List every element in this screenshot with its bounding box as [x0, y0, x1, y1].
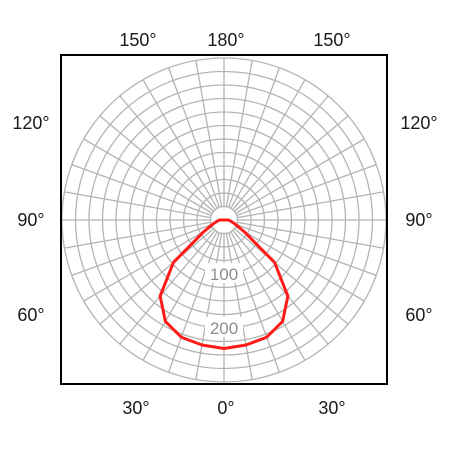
- angle-label-top-center: 180°: [207, 30, 244, 50]
- series-curve: [158, 218, 290, 351]
- grid-spoke-320: [119, 229, 216, 345]
- grid-spoke-260: [64, 191, 211, 219]
- grid-spoke-280: [64, 221, 211, 249]
- angle-label-left-lower: 60°: [17, 305, 44, 325]
- grid-spoke-160: [228, 67, 281, 208]
- radial-label-group: 100 200: [205, 263, 243, 338]
- grid-spoke-200: [167, 67, 220, 208]
- grid-spoke-290: [71, 224, 212, 277]
- grid-spoke-110: [236, 163, 377, 216]
- grid-spoke-20: [228, 232, 281, 373]
- grid-spoke-350: [195, 233, 223, 380]
- grid-spoke-130: [233, 115, 349, 212]
- series-curve-group: [158, 218, 290, 351]
- angle-label-left-middle: 90°: [17, 210, 44, 230]
- grid-spoke-340: [167, 232, 220, 373]
- grid-spoke-70: [236, 224, 377, 277]
- grid-spoke-210: [142, 79, 218, 209]
- angle-label-top-left: 150°: [119, 30, 156, 50]
- radial-label-100: 100: [210, 265, 238, 284]
- grid-spoke-100: [237, 191, 384, 219]
- grid-spoke-190: [195, 60, 223, 207]
- angle-label-right-upper: 120°: [400, 113, 437, 133]
- radial-label-bg-100: [205, 263, 243, 283]
- plot-frame: [60, 54, 388, 385]
- grid-spoke-330: [142, 231, 218, 361]
- grid-spoke-60: [235, 226, 365, 302]
- grid-spoke-140: [232, 95, 329, 211]
- grid-spoke-50: [233, 228, 349, 325]
- angle-label-top-right: 150°: [313, 30, 350, 50]
- grid-spoke-170: [225, 60, 253, 207]
- grid-spoke-250: [71, 163, 212, 216]
- grid-spoke-220: [119, 95, 216, 211]
- grid-spoke-10: [225, 233, 253, 380]
- grid-spoke-310: [99, 228, 215, 325]
- radial-label-200: 200: [210, 319, 238, 338]
- angle-label-bottom-center: 0°: [217, 398, 234, 418]
- grid-spoke-300: [83, 226, 213, 302]
- grid-spoke-240: [83, 138, 213, 214]
- angle-label-bottom-left: 30°: [122, 398, 149, 418]
- grid-spoke-120: [235, 138, 365, 214]
- grid-spoke-230: [99, 115, 215, 212]
- grid-spoke-150: [230, 79, 306, 209]
- angle-label-right-lower: 60°: [405, 305, 432, 325]
- grid-spoke-30: [230, 231, 306, 361]
- angle-label-right-middle: 90°: [405, 210, 432, 230]
- angle-label-bottom-right: 30°: [318, 398, 345, 418]
- angle-label-left-upper: 120°: [12, 113, 49, 133]
- grid-spoke-80: [237, 221, 384, 249]
- grid-spoke-40: [232, 229, 329, 345]
- radial-label-bg-200: [205, 317, 243, 337]
